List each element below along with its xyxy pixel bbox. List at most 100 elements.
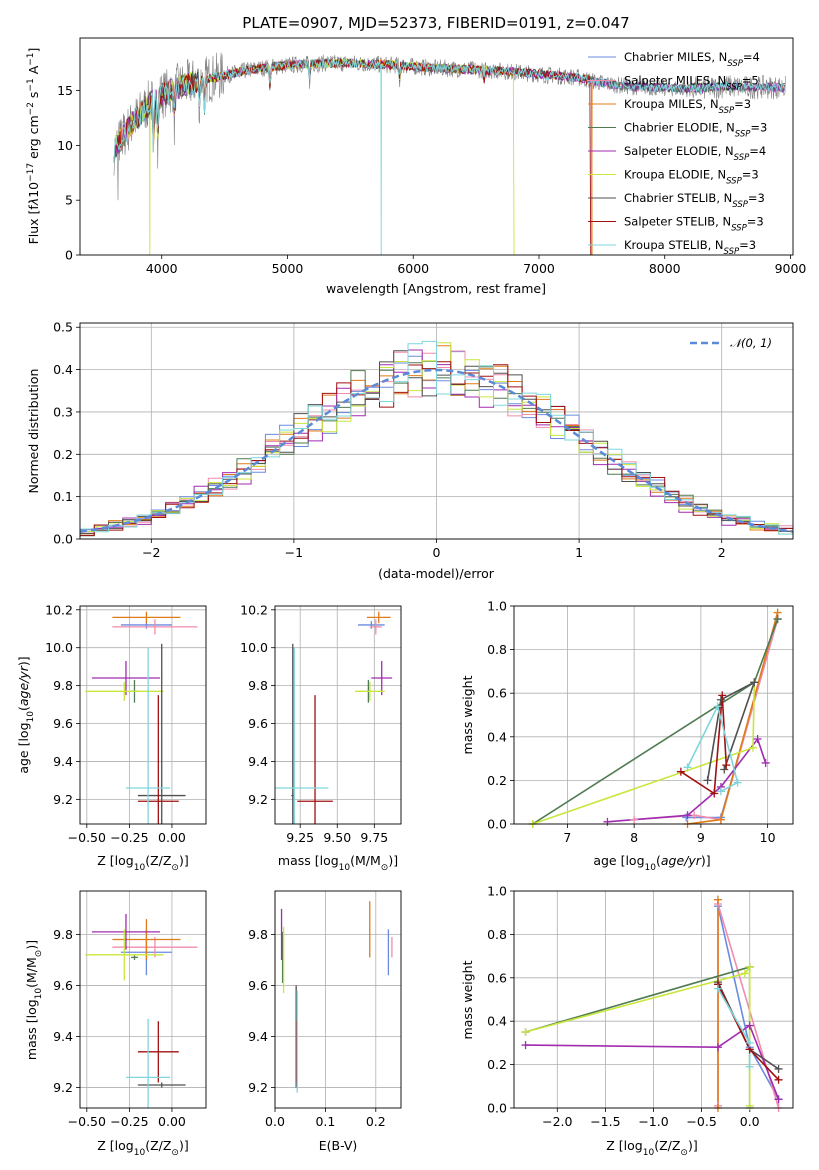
legend-value: =3 (739, 238, 756, 252)
weight_vs_Z-axes (514, 890, 793, 1109)
legend-name: Kroupa STELIB, N (624, 238, 724, 252)
legend-label: Salpeter MILES, NSSP=5 (624, 74, 759, 93)
legend-name: Chabrier MILES, N (624, 50, 727, 64)
spectrum-y-axis-label: Flux [fλ10−17 erg cm−2 s−1 A−1] (26, 48, 41, 245)
y-tick-label: 0.2 (53, 447, 73, 462)
weight-point-marker (761, 758, 770, 767)
weight-point-marker (748, 743, 757, 752)
x-tick-label: 0.00 (158, 830, 186, 845)
label-part: −1 (26, 52, 36, 65)
y-tick-label: 0.0 (53, 532, 73, 547)
legend-subscript: SSP (724, 247, 740, 257)
weight-point-marker (713, 984, 722, 993)
label-part: 10 (26, 182, 41, 198)
label-part: ⊙ (680, 1148, 688, 1158)
weight-point-marker (745, 962, 754, 971)
label-part: (Z/Z (145, 1138, 171, 1153)
x-tick-label: 6000 (397, 261, 429, 276)
legend-label: 𝒩(0, 1) (730, 336, 772, 350)
label-part: )] (24, 940, 39, 950)
weight-point-marker (745, 1101, 754, 1110)
weight-point-marker (713, 895, 722, 904)
y-tick-label: 0.0 (487, 1101, 507, 1116)
weight-point-marker (630, 815, 639, 824)
y-tick-label: 10.2 (45, 602, 73, 617)
y-tick-label: 9.4 (53, 1029, 73, 1044)
weight-point-marker (773, 615, 782, 624)
mass-vs-Z-x-axis-label: Z [log10(Z/Z⊙)] (97, 1138, 188, 1158)
mass_vs_Z-axes (80, 891, 206, 1108)
age_vs_Z-axes-frame (79, 605, 207, 825)
weight-point-marker (774, 1075, 783, 1084)
label-part: (Z/Z (654, 1138, 680, 1153)
age_vs_mass-plot-area (275, 611, 393, 824)
x-tick-label: 5000 (272, 261, 304, 276)
age_vs_mass-axes-frame (274, 605, 402, 825)
legend-subscript: SSP (726, 177, 742, 187)
label-part: ] (26, 48, 41, 53)
legend-label: Kroupa MILES, NSSP=3 (624, 97, 751, 116)
y-tick-label: 9.8 (248, 927, 268, 942)
mass_vs_EBV-axes (274, 891, 401, 1108)
weight-point-marker (683, 811, 692, 820)
x-tick-label: −0.25 (110, 830, 148, 845)
y-tick-label: 0.4 (53, 362, 73, 377)
legend-value: =3 (742, 168, 759, 182)
label-part: mass [log (278, 853, 339, 868)
x-tick-label: −2.0 (542, 1114, 572, 1129)
weight-point-marker (713, 702, 722, 711)
label-part: Z [log (97, 1138, 133, 1153)
label-part: Z [log (606, 1138, 642, 1153)
weight-series-line (525, 1024, 780, 1100)
normal-distribution-curve (80, 368, 793, 533)
label-part: s (26, 92, 41, 103)
x-tick-label: −1 (285, 545, 303, 560)
weight-point-marker (521, 1041, 530, 1050)
label-part: Flux [f (26, 205, 41, 245)
label-part: λ (26, 198, 41, 206)
legend-name: Salpeter MILES, N (624, 74, 726, 88)
label-part: ( (16, 706, 31, 711)
x-tick-label: 8 (630, 830, 638, 845)
weight-point-marker (740, 969, 749, 978)
legend-value: =4 (743, 50, 760, 64)
spectrum-x-axis-label: wavelength [Angstrom, rest frame] (326, 281, 546, 296)
x-tick-label: 9 (697, 830, 705, 845)
weight_vs_Z-axes-frame (513, 890, 794, 1109)
y-tick-label: 10 (57, 138, 73, 153)
label-part: )] (16, 656, 31, 666)
y-tick-label: 9.6 (53, 978, 73, 993)
y-tick-label: 0.2 (487, 1057, 507, 1072)
y-tick-label: 0.2 (487, 773, 507, 788)
label-part: )] (179, 1138, 189, 1153)
legend-label: Kroupa STELIB, NSSP=3 (624, 238, 756, 257)
label-part: 10 (134, 1148, 146, 1158)
age_vs_Z-plot-area (85, 611, 198, 824)
weight_vs_Z-plot-area (525, 899, 780, 1108)
legend-subscript: SSP (731, 224, 747, 234)
label-part: )] (701, 853, 711, 868)
legend-name: Chabrier ELODIE, N (624, 121, 735, 135)
age-vs-mass-x-axis-label: mass [log10(M/M⊙)] (278, 853, 398, 873)
age-vs-Z-y-axis-label: age [log10(age/yr)] (16, 656, 36, 773)
y-tick-label: 0.6 (487, 970, 507, 985)
weight-point-marker (722, 761, 731, 770)
legend-label: Salpeter ELODIE, NSSP=4 (624, 144, 766, 163)
y-tick-label: 9.4 (248, 1029, 268, 1044)
weight-point-marker (713, 1043, 722, 1052)
legend-value: =3 (750, 121, 767, 135)
x-tick-label: 2 (718, 545, 726, 560)
weight-point-marker (690, 811, 699, 820)
weight-point-marker (703, 776, 712, 785)
label-part: age/yr (16, 665, 31, 706)
x-tick-label: −1.5 (590, 1114, 620, 1129)
residuals-plot-area (80, 340, 793, 539)
y-tick-label: 1.0 (487, 884, 507, 899)
label-part: ( (656, 853, 661, 868)
y-tick-label: 9.2 (53, 1080, 73, 1095)
label-part: )] (688, 1138, 698, 1153)
y-tick-label: 9.2 (248, 1080, 268, 1095)
label-part: −17 (26, 163, 36, 182)
weight-point-marker (716, 695, 725, 704)
weight-point-marker (716, 787, 725, 796)
